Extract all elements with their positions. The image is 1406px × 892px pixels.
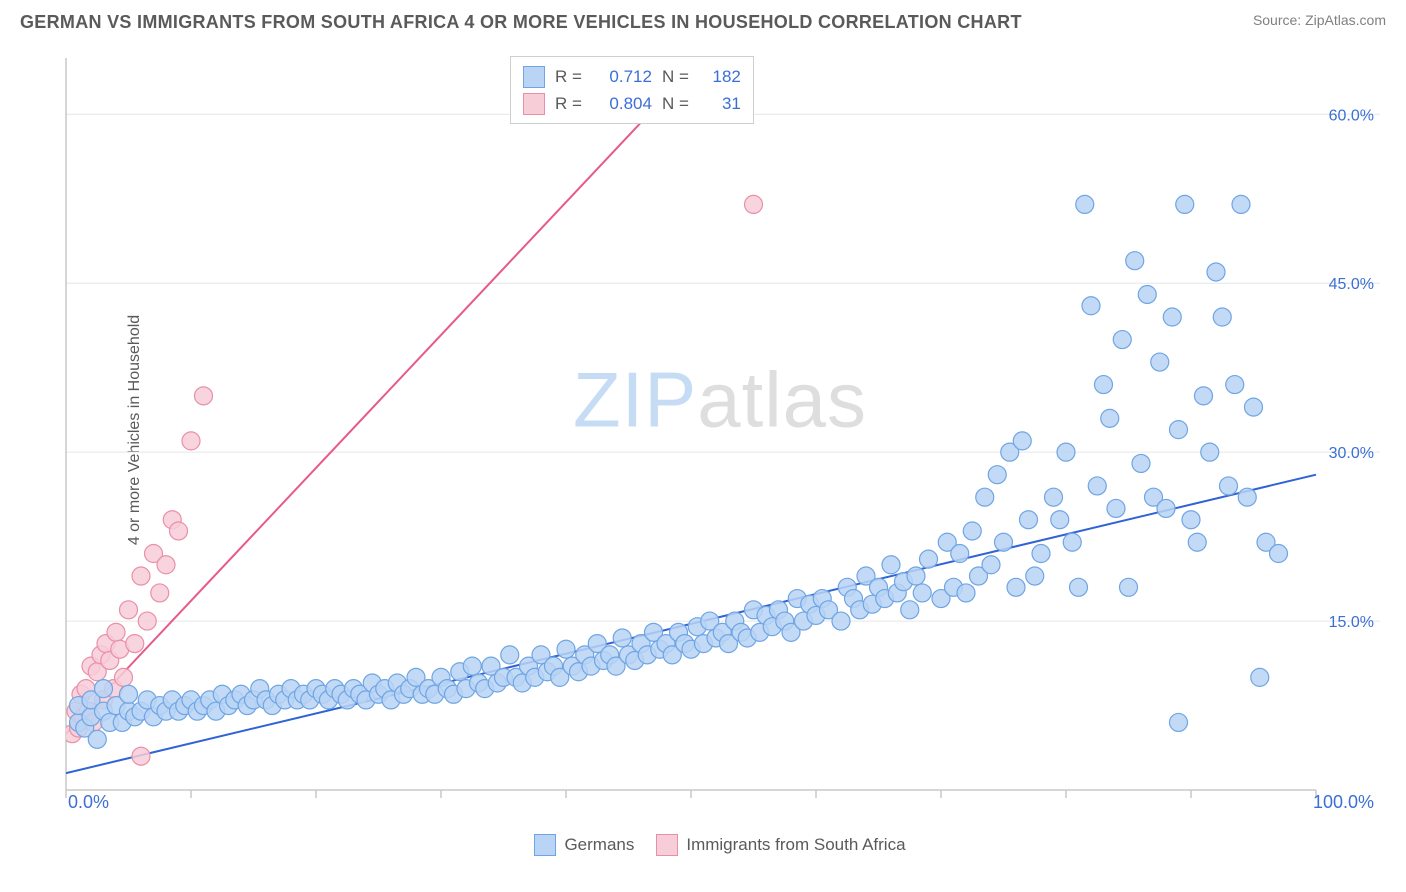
chart-title: GERMAN VS IMMIGRANTS FROM SOUTH AFRICA 4… bbox=[20, 12, 1022, 33]
swatch-germans bbox=[523, 66, 545, 88]
svg-text:30.0%: 30.0% bbox=[1329, 445, 1374, 462]
n-value-germans: 182 bbox=[699, 63, 741, 90]
source-label: Source: bbox=[1253, 12, 1301, 28]
n-label: N = bbox=[662, 63, 689, 90]
r-label: R = bbox=[555, 63, 582, 90]
chart-container: 4 or more Vehicles in Household ZIPatlas… bbox=[50, 50, 1390, 810]
svg-text:100.0%: 100.0% bbox=[1313, 792, 1374, 810]
source-attribution: Source: ZipAtlas.com bbox=[1253, 12, 1386, 28]
swatch-germans bbox=[534, 834, 556, 856]
svg-text:15.0%: 15.0% bbox=[1329, 614, 1374, 631]
svg-text:60.0%: 60.0% bbox=[1329, 107, 1374, 124]
svg-text:0.0%: 0.0% bbox=[68, 792, 109, 810]
r-label: R = bbox=[555, 90, 582, 117]
correlation-legend: R = 0.712 N = 182 R = 0.804 N = 31 bbox=[510, 56, 754, 124]
svg-text:45.0%: 45.0% bbox=[1329, 276, 1374, 293]
scatter-plot: 15.0% 30.0% 45.0% 60.0% 0.0% 100.0% bbox=[60, 50, 1380, 810]
header: GERMAN VS IMMIGRANTS FROM SOUTH AFRICA 4… bbox=[0, 0, 1406, 39]
legend-item-immigrants: Immigrants from South Africa bbox=[656, 834, 905, 856]
n-value-immigrants: 31 bbox=[699, 90, 741, 117]
legend-label-germans: Germans bbox=[564, 835, 634, 855]
correlation-row-immigrants: R = 0.804 N = 31 bbox=[523, 90, 741, 117]
swatch-immigrants bbox=[656, 834, 678, 856]
legend-item-germans: Germans bbox=[534, 834, 634, 856]
r-value-immigrants: 0.804 bbox=[592, 90, 652, 117]
series-legend: Germans Immigrants from South Africa bbox=[50, 834, 1390, 856]
n-label: N = bbox=[662, 90, 689, 117]
correlation-row-germans: R = 0.712 N = 182 bbox=[523, 63, 741, 90]
swatch-immigrants bbox=[523, 93, 545, 115]
legend-label-immigrants: Immigrants from South Africa bbox=[686, 835, 905, 855]
source-name[interactable]: ZipAtlas.com bbox=[1305, 12, 1386, 28]
r-value-germans: 0.712 bbox=[592, 63, 652, 90]
